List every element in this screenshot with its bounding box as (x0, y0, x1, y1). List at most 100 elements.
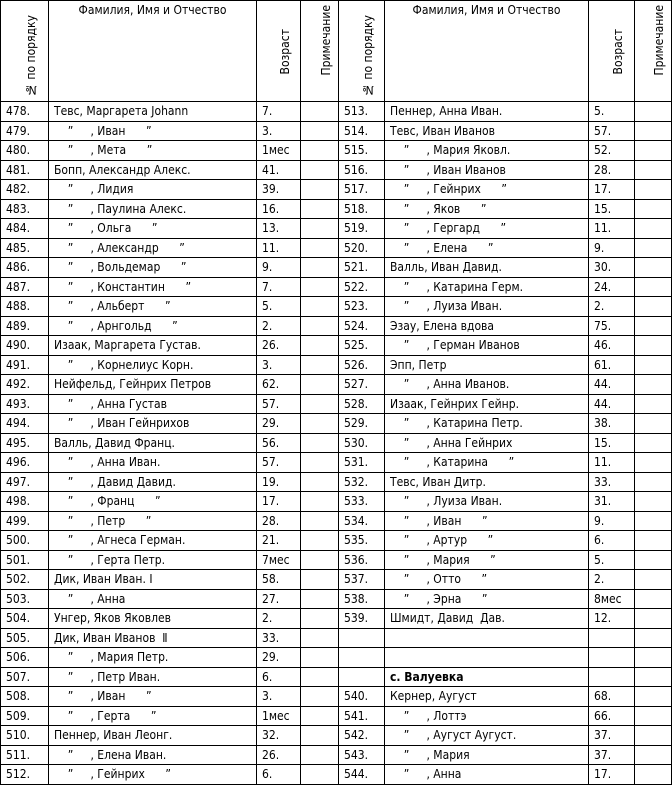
left-num-cell: 481. (0, 159, 49, 180)
right-age-cell: 5. (588, 549, 635, 570)
right-num-cell: 516. (338, 159, 385, 180)
right-age-cell: 15. (588, 432, 635, 453)
right-age-cell: 11. (588, 218, 635, 239)
table-row: 490. Изаак, Маргарета Густав. 26. 525. ” , … (0, 335, 672, 356)
header-num-text-2: № по порядку (360, 15, 375, 97)
left-age-cell: 3. (256, 354, 301, 375)
left-name-cell: ” , Гейнрих ” (48, 764, 257, 785)
left-age-cell: 27. (256, 588, 301, 609)
right-age-cell: 2. (588, 296, 635, 317)
right-note-cell (634, 608, 672, 629)
left-name-cell: ” , Лидия (48, 179, 257, 200)
left-note-cell (300, 725, 339, 746)
table-row: 493. ” , Анна Густав 57. 528. Изаак, Гейнри… (0, 393, 672, 414)
left-num-cell: 496. (0, 452, 49, 473)
left-note-cell (300, 257, 339, 278)
right-age-cell: 17. (588, 179, 635, 200)
right-note-cell (634, 432, 672, 453)
left-age-cell: 57. (256, 393, 301, 414)
right-name-cell: Кернер, Аугуст (384, 686, 589, 707)
left-age-cell: 2. (256, 315, 301, 336)
table-row: 498. ” , Франц ” 17. 533. ” , Луиза Иван. 3… (0, 491, 672, 512)
left-num-cell: 500. (0, 530, 49, 551)
left-num-cell: 499. (0, 510, 49, 531)
right-num-cell: 531. (338, 452, 385, 473)
left-num-cell: 503. (0, 588, 49, 609)
left-num-cell: 498. (0, 491, 49, 512)
right-num-cell (338, 647, 385, 668)
left-name-cell: Валль, Давид Франц. (48, 432, 257, 453)
header-note-2: Примечание (634, 0, 672, 102)
right-name-cell: ” , Аугуст Аугуст. (384, 725, 589, 746)
table-row: 505. Дик, Иван Иванов Ⅱ 33. (0, 627, 672, 648)
left-name-cell: ” , Давид Давид. (48, 471, 257, 492)
header-note: Примечание (300, 0, 339, 102)
left-num-cell: 507. (0, 666, 49, 687)
left-note-cell (300, 432, 339, 453)
left-num-cell: 495. (0, 432, 49, 453)
table-row: 494. ” , Иван Гейнрихов 29. 529. ” , Катар… (0, 413, 672, 434)
right-num-cell: 514. (338, 120, 385, 141)
left-note-cell (300, 315, 339, 336)
left-name-cell: ” , Альберт ” (48, 296, 257, 317)
right-name-cell: ” , Катарина Герм. (384, 276, 589, 297)
right-note-cell (634, 120, 672, 141)
left-num-cell: 484. (0, 218, 49, 239)
left-note-cell (300, 764, 339, 785)
right-num-cell: 527. (338, 374, 385, 395)
right-name-cell: ” , Эрна ” (384, 588, 589, 609)
right-name-cell: ” , Мария (384, 744, 589, 765)
right-age-cell: 24. (588, 276, 635, 297)
left-note-cell (300, 471, 339, 492)
left-num-cell: 508. (0, 686, 49, 707)
left-name-cell: ” , Герта Петр. (48, 549, 257, 570)
header-age-text: Возраст (277, 29, 292, 75)
right-note-cell (634, 686, 672, 707)
left-name-cell: ” , Анна (48, 588, 257, 609)
right-name-cell: ” , Отто ” (384, 569, 589, 590)
left-note-cell (300, 296, 339, 317)
right-name-cell: ” , Герман Иванов (384, 335, 589, 356)
left-num-cell: 511. (0, 744, 49, 765)
left-age-cell: 29. (256, 647, 301, 668)
right-note-cell (634, 744, 672, 765)
left-note-cell (300, 140, 339, 161)
table-row: 503. ” , Анна 27. 538. ” , Эрна ” 8мес (0, 588, 672, 609)
left-name-cell: ” , Корнелиус Корн. (48, 354, 257, 375)
header-name: Фамилия, Имя и Отчество (48, 0, 257, 102)
right-num-cell: 542. (338, 725, 385, 746)
right-note-cell (634, 471, 672, 492)
right-note-cell (634, 354, 672, 375)
right-num-cell: 541. (338, 705, 385, 726)
header-age-2: Возраст (588, 0, 635, 102)
table-row: 486. ” , Вольдемар ” 9. 521. Валль, Иван Да… (0, 257, 672, 278)
left-name-cell: ” , Агнеса Герман. (48, 530, 257, 551)
left-note-cell (300, 647, 339, 668)
right-num-cell: 517. (338, 179, 385, 200)
right-age-cell: 44. (588, 393, 635, 414)
left-age-cell: 21. (256, 530, 301, 551)
left-note-cell (300, 510, 339, 531)
left-note-cell (300, 354, 339, 375)
left-name-cell: ” , Анна Иван. (48, 452, 257, 473)
left-num-cell: 506. (0, 647, 49, 668)
right-name-cell: ” , Гейнрих ” (384, 179, 589, 200)
header-note-text: Примечание (318, 5, 333, 76)
right-note-cell (634, 335, 672, 356)
left-name-cell: ” , Петр ” (48, 510, 257, 531)
left-num-cell: 497. (0, 471, 49, 492)
table-row: 502. Дик, Иван Иван. I 58. 537. ” , Отто ” 2… (0, 569, 672, 590)
left-note-cell (300, 237, 339, 258)
left-num-cell: 482. (0, 179, 49, 200)
table-row: 479. ” , Иван ” 3. 514. Тевс, Иван Иванов 57… (0, 120, 672, 141)
right-name-cell: ” , Яков ” (384, 198, 589, 219)
right-age-cell (588, 647, 635, 668)
left-num-cell: 480. (0, 140, 49, 161)
left-name-cell: ” , Паулина Алекс. (48, 198, 257, 219)
right-age-cell: 52. (588, 140, 635, 161)
left-age-cell: 7мес (256, 549, 301, 570)
right-note-cell (634, 218, 672, 239)
left-name-cell: Дик, Иван Иванов Ⅱ (48, 627, 257, 648)
right-note-cell (634, 452, 672, 473)
